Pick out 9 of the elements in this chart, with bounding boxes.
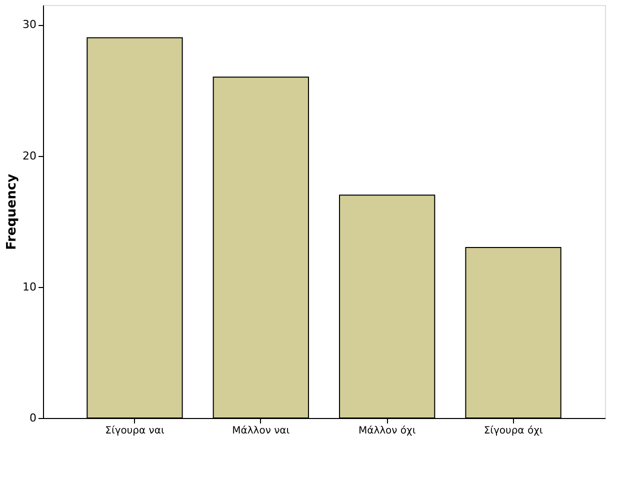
x-tick-label: Μάλλον ναι xyxy=(232,426,290,436)
x-tick-label: Μάλλον όχι xyxy=(358,426,416,436)
y-tick-label: 0 xyxy=(30,412,36,424)
x-tick-label: Σίγουρα ναι xyxy=(105,426,165,436)
y-axis-title: Frequency xyxy=(4,173,20,250)
y-tick-label: 30 xyxy=(22,18,36,32)
y-tick-label: 10 xyxy=(22,280,36,294)
x-tick-label: Σίγουρα όχι xyxy=(484,426,544,436)
y-tick-label: 20 xyxy=(22,149,36,162)
